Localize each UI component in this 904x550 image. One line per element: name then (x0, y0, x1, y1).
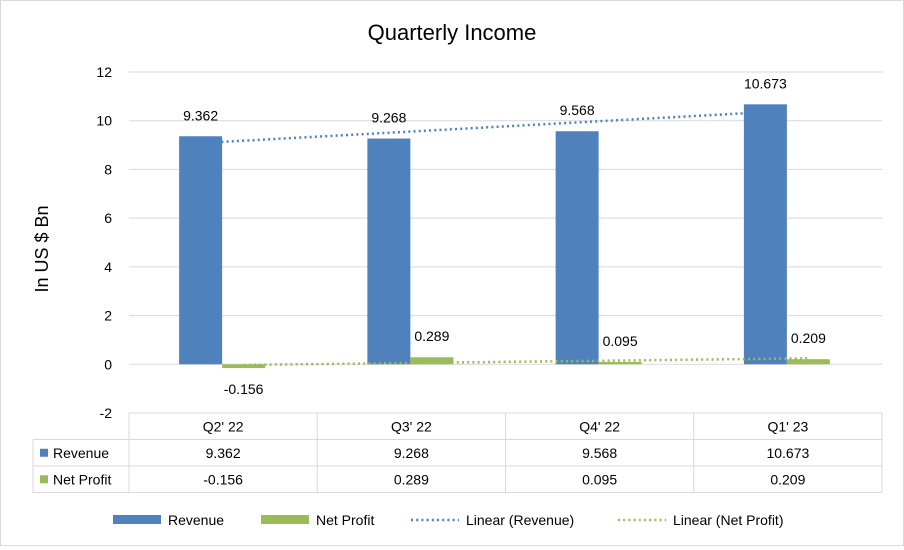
legend: Revenue Net Profit Linear (Revenue) Linear … (113, 512, 783, 528)
legend-label-linear-net-profit: Linear (Net Profit) (673, 512, 783, 528)
table-cell: -0.156 (203, 471, 243, 487)
table-cell: 10.673 (766, 445, 809, 461)
table-legend-key-revenue (40, 448, 48, 457)
x-category-label: Q3' 22 (391, 418, 432, 434)
bar-net-profit (222, 364, 266, 369)
y-tick-label: 4 (104, 259, 112, 275)
table-series-name: Revenue (53, 445, 109, 461)
bar-revenue (743, 104, 787, 365)
table-cell: 0.095 (582, 471, 617, 487)
bar-revenue (367, 138, 411, 365)
y-tick-label: -2 (100, 405, 113, 421)
table-legend-key-net-profit (40, 475, 48, 484)
data-table: Q2' 22 Q3' 22 Q4' 22 Q1' 23 Revenue 9.362 9.26… (32, 412, 883, 493)
data-label-net-profit: 0.095 (603, 333, 638, 349)
bar-net-profit (786, 359, 830, 365)
trendline-linear-net-profit (243, 357, 809, 367)
legend-label-revenue: Revenue (168, 512, 224, 528)
table-cell: 9.268 (394, 445, 429, 461)
bar-revenue (555, 131, 599, 365)
bar-revenue (179, 136, 223, 365)
x-category-label: Q4' 22 (579, 418, 620, 434)
y-tick-label: 6 (104, 210, 112, 226)
bar-net-profit (410, 357, 454, 365)
y-tick-label: 8 (104, 161, 112, 177)
table-cell: 9.568 (582, 445, 617, 461)
legend-label-linear-revenue: Linear (Revenue) (466, 512, 574, 528)
chart-title: Quarterly Income (368, 20, 537, 45)
table-cell: 9.362 (206, 445, 241, 461)
data-label-revenue: 9.268 (371, 110, 406, 126)
data-label-net-profit: 0.289 (414, 328, 449, 344)
x-category-label: Q1' 23 (767, 418, 808, 434)
y-tick-label: 2 (104, 308, 112, 324)
table-cell: 0.209 (770, 471, 805, 487)
y-tick-label: 12 (96, 64, 112, 80)
legend-key-revenue (113, 515, 161, 524)
data-label-net-profit: -0.156 (224, 381, 264, 397)
bar-net-profit (598, 361, 642, 365)
data-label-revenue: 9.362 (183, 107, 218, 123)
legend-label-net-profit: Net Profit (316, 512, 374, 528)
data-label-revenue: 10.673 (744, 75, 787, 91)
y-axis-ticks: -2 0 2 4 6 8 10 12 (96, 64, 112, 421)
trendline-linear-revenue (200, 110, 766, 145)
y-tick-label: 0 (104, 356, 112, 372)
y-axis-label: In US $ Bn (32, 205, 52, 292)
x-category-label: Q2' 22 (203, 418, 244, 434)
table-cell: 0.289 (394, 471, 429, 487)
data-labels: 9.362 9.268 9.568 10.673 -0.156 0.289 0.095 0.2… (183, 75, 826, 397)
legend-key-net-profit (261, 515, 309, 524)
data-label-revenue: 9.568 (560, 102, 595, 118)
trendlines (200, 110, 809, 367)
y-tick-label: 10 (96, 113, 112, 129)
bars (179, 104, 830, 369)
table-series-name: Net Profit (53, 471, 111, 487)
data-label-net-profit: 0.209 (791, 330, 826, 346)
